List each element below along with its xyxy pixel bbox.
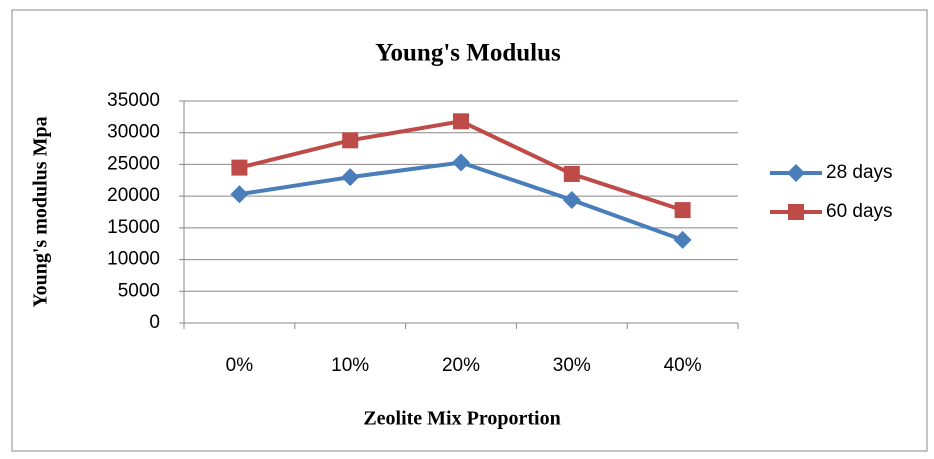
marker <box>341 168 360 187</box>
marker <box>673 230 692 249</box>
y-tick-label: 25000 <box>107 153 160 174</box>
x-tick-label: 10% <box>331 355 369 376</box>
chart-title: Young's Modulus <box>375 40 561 67</box>
legend-label: 28 days <box>826 162 893 183</box>
x-tick-label: 0% <box>226 355 254 376</box>
legend-marker <box>787 164 805 182</box>
y-tick-label: 15000 <box>107 217 160 238</box>
y-tick-label: 0 <box>149 312 160 333</box>
y-tick-label: 5000 <box>118 280 160 301</box>
marker <box>452 153 470 172</box>
y-tick-label: 20000 <box>107 185 160 206</box>
marker <box>231 159 248 176</box>
marker <box>230 185 249 204</box>
y-tick-label: 35000 <box>107 90 160 111</box>
marker <box>453 113 469 130</box>
marker <box>562 190 581 209</box>
legend-label: 60 days <box>826 201 893 222</box>
marker <box>563 165 580 182</box>
x-tick-label: 40% <box>664 355 702 376</box>
y-tick-label: 30000 <box>107 122 160 143</box>
x-axis-label: Zeolite Mix Proportion <box>363 408 560 430</box>
x-tick-label: 20% <box>442 355 480 376</box>
marker <box>674 202 691 219</box>
y-tick-label: 10000 <box>107 249 160 270</box>
marker <box>342 132 359 149</box>
y-axis-label: Young's modulus Mpa <box>30 116 52 307</box>
x-tick-label: 30% <box>553 355 591 376</box>
legend-marker <box>788 204 804 220</box>
chart-frame <box>11 9 928 452</box>
